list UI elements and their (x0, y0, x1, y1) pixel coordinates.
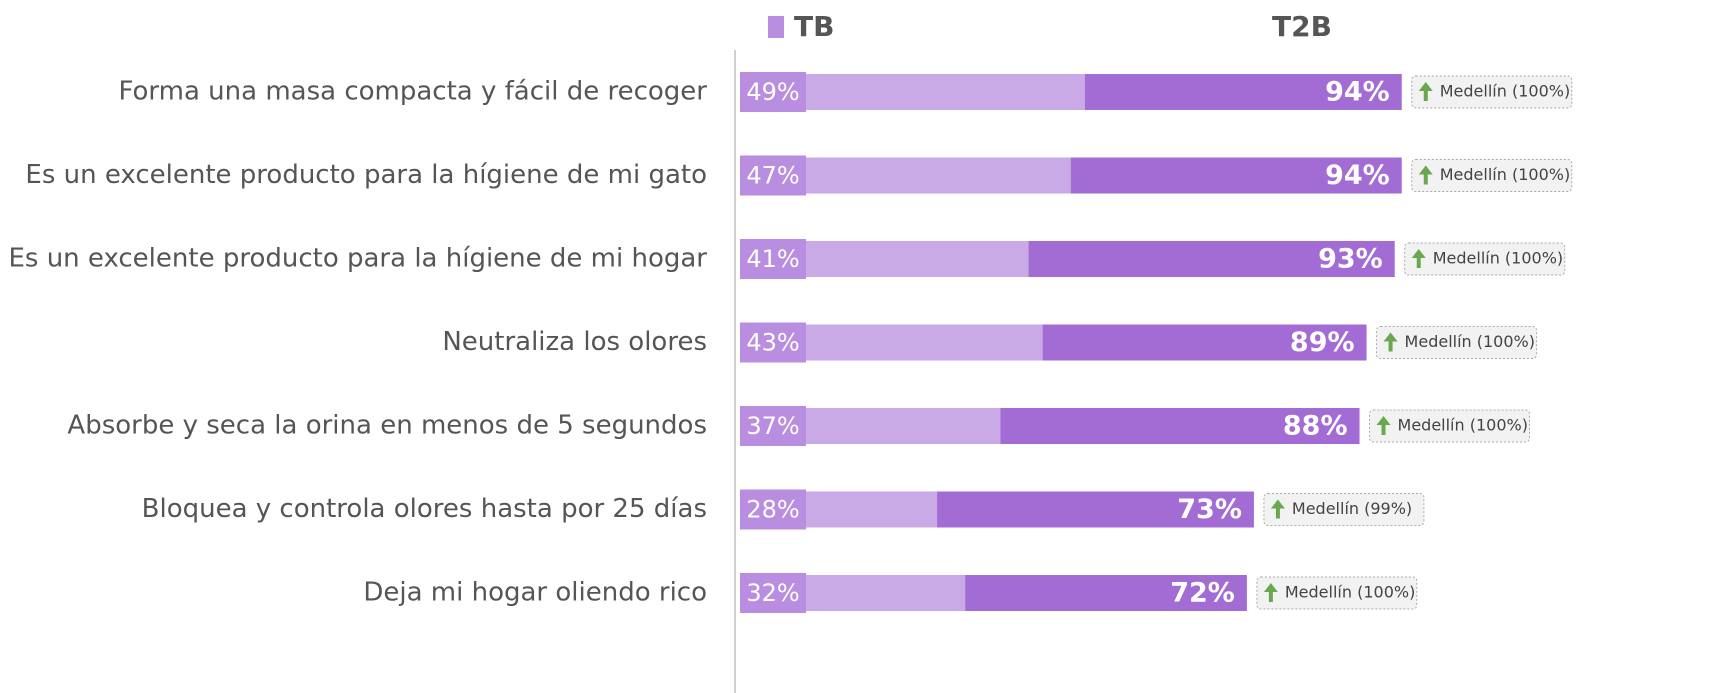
up-arrow (1376, 416, 1391, 435)
annotation: Medellín (100%) (1440, 165, 1570, 184)
data-label: 72% (1170, 578, 1235, 609)
up-arrow (1270, 499, 1285, 519)
data-label: 37% (746, 412, 799, 440)
annotation: Medellín (100%) (1433, 249, 1563, 268)
annotation-box (1411, 75, 1573, 109)
data-label: 89% (1290, 327, 1355, 358)
data-label: 88% (1283, 411, 1348, 442)
label-box (740, 72, 806, 112)
annotation: Medellín (99%) (1292, 499, 1412, 518)
data-label: 94% (1325, 160, 1390, 191)
annotation: Medellín (100%) (1398, 416, 1528, 435)
data-label: 94% (1325, 77, 1390, 108)
annotation: Medellín (100%) (1405, 332, 1535, 351)
up-arrow (1383, 332, 1398, 352)
annotation-box (1376, 326, 1538, 359)
label-box (740, 489, 806, 530)
category-label: Es un excelente producto para la hígiene… (8, 244, 707, 274)
annotation-box (1404, 242, 1566, 276)
up-arrow (1411, 249, 1426, 268)
label-box (740, 406, 806, 446)
data-label: 28% (746, 496, 799, 524)
category-label: Neutraliza los olores (442, 327, 707, 357)
annotation: Medellín (100%) (1440, 82, 1570, 101)
legend-label: TB (794, 10, 834, 43)
annotation-box (1369, 409, 1531, 443)
data-label: 93% (1318, 244, 1383, 275)
data-label: 73% (1177, 494, 1242, 525)
label-box (740, 573, 806, 613)
data-label: 49% (746, 78, 799, 106)
data-label: 41% (746, 245, 799, 273)
legend-swatch (768, 16, 784, 38)
legend-label: T2B (1272, 10, 1332, 43)
data-label: 47% (746, 162, 799, 190)
annotation-box (1263, 493, 1425, 526)
category-label: Forma una masa compacta y fácil de recog… (118, 77, 707, 107)
annotation-box (1411, 159, 1573, 192)
up-arrow (1418, 82, 1433, 101)
data-label: 32% (746, 579, 799, 607)
annotation: Medellín (100%) (1285, 583, 1415, 602)
up-arrow (1418, 165, 1433, 185)
category-label: Deja mi hogar oliendo rico (363, 578, 707, 608)
annotation-box (1256, 576, 1418, 610)
up-arrow (1263, 583, 1278, 602)
label-box (740, 239, 806, 279)
category-label: Bloquea y controla olores hasta por 25 d… (142, 494, 707, 524)
category-label: Absorbe y seca la orina en menos de 5 se… (67, 411, 707, 441)
category-label: Es un excelente producto para la hígiene… (25, 160, 707, 190)
label-box (740, 322, 806, 363)
label-box (740, 155, 806, 196)
data-label: 43% (746, 329, 799, 357)
